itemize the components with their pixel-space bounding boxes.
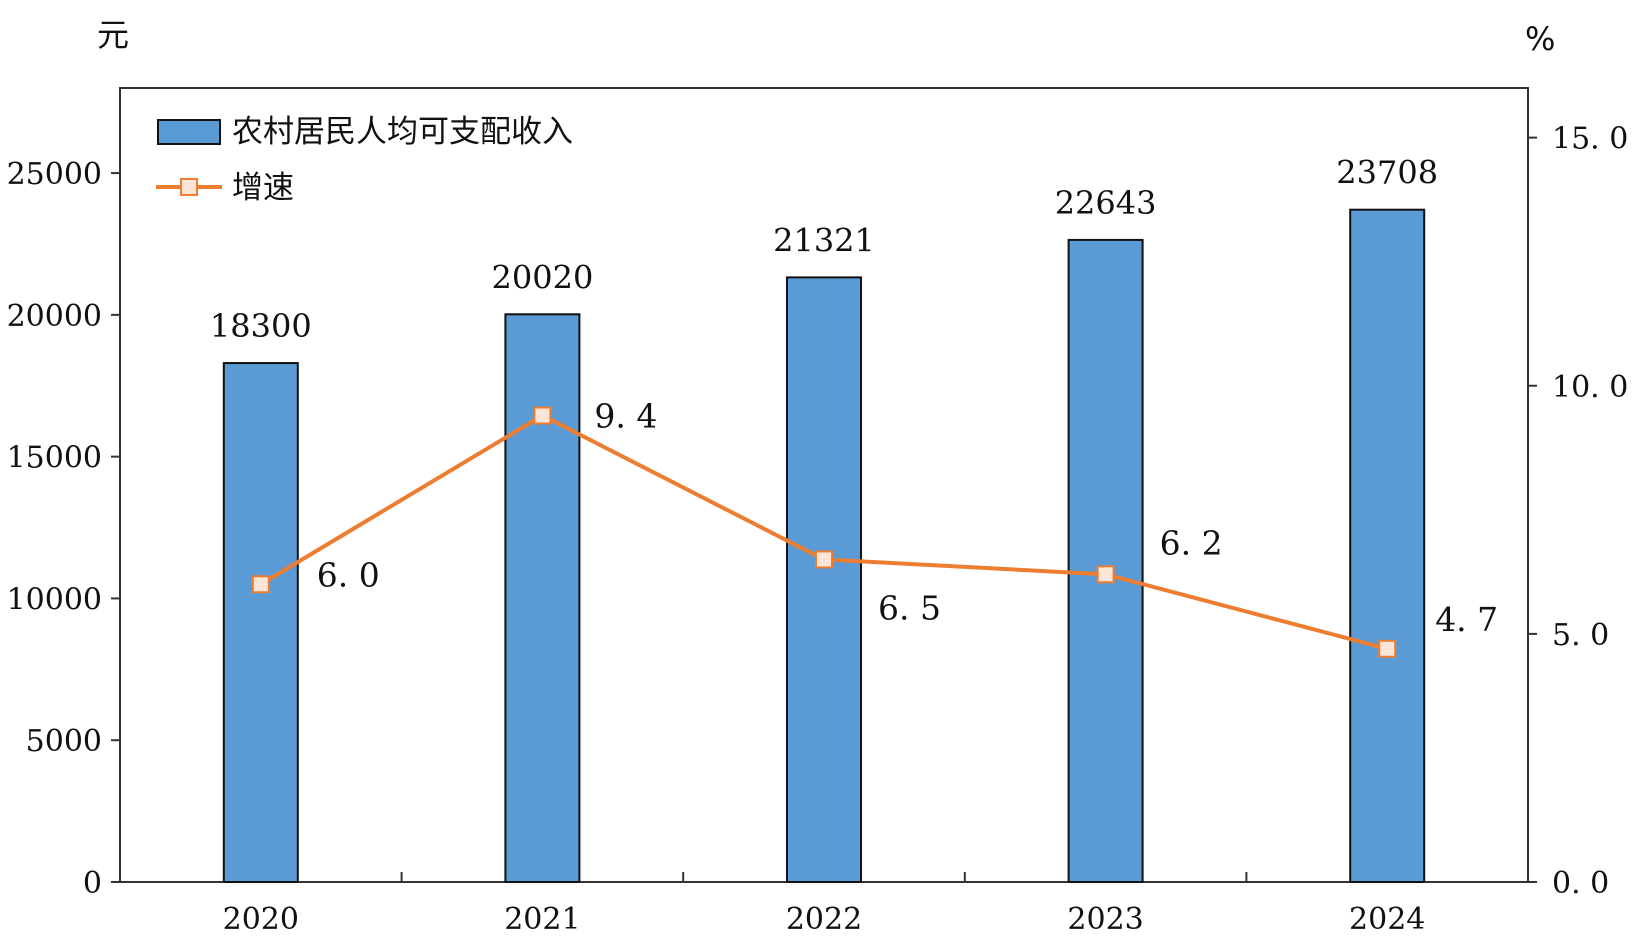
left-axis-tick-label: 15000 bbox=[7, 441, 102, 476]
left-axis: 0 5000 10000 15000 20000 25000 bbox=[7, 157, 120, 901]
legend-bar-label: 农村居民人均可支配收入 bbox=[232, 114, 573, 150]
left-axis-tick-label: 5000 bbox=[26, 724, 102, 759]
x-axis: 2020 2021 2022 2023 2024 bbox=[223, 872, 1425, 937]
bar-value-label: 18300 bbox=[210, 307, 312, 345]
left-axis-tick-label: 25000 bbox=[7, 157, 102, 192]
growth-value-label: 6. 2 bbox=[1160, 523, 1223, 562]
growth-value-label: 9. 4 bbox=[594, 397, 657, 436]
x-axis-tick-label: 2023 bbox=[1067, 902, 1143, 937]
x-axis-tick-label: 2020 bbox=[223, 902, 299, 937]
bar bbox=[504, 313, 581, 884]
bar bbox=[1067, 238, 1144, 883]
right-axis: 0. 0 5. 0 10. 0 15. 0 bbox=[1528, 122, 1628, 901]
right-axis-tick-label: 10. 0 bbox=[1552, 370, 1628, 405]
right-axis-tick-label: 0. 0 bbox=[1552, 866, 1609, 901]
left-axis-unit: 元 bbox=[97, 16, 129, 54]
x-axis-tick-label: 2022 bbox=[786, 902, 862, 937]
right-axis-tick-label: 15. 0 bbox=[1552, 122, 1628, 157]
right-axis-unit: % bbox=[1525, 20, 1555, 58]
line-series: 6. 0 9. 4 6. 5 6. 2 4. 7 bbox=[251, 397, 1498, 658]
bar bbox=[222, 362, 299, 884]
bar-series: 18300 20020 21321 22643 23708 bbox=[210, 154, 1438, 884]
right-axis-tick-label: 5. 0 bbox=[1552, 618, 1609, 653]
bar bbox=[1349, 208, 1426, 883]
legend-line-marker bbox=[180, 178, 198, 196]
bar-value-label: 20020 bbox=[492, 258, 594, 296]
growth-marker bbox=[251, 575, 270, 594]
bar-value-label: 22643 bbox=[1055, 184, 1157, 222]
growth-value-label: 6. 5 bbox=[878, 588, 941, 627]
bar-value-label: 23708 bbox=[1336, 154, 1438, 192]
growth-value-label: 6. 0 bbox=[317, 555, 380, 594]
left-axis-tick-label: 10000 bbox=[7, 582, 102, 617]
legend-line-label: 增速 bbox=[232, 170, 294, 206]
bar bbox=[786, 276, 862, 884]
bar-value-label: 21321 bbox=[773, 221, 875, 259]
left-axis-tick-label: 20000 bbox=[7, 299, 102, 334]
legend: 农村居民人均可支配收入 增速 bbox=[156, 114, 573, 206]
growth-marker bbox=[1096, 565, 1115, 584]
growth-marker bbox=[815, 550, 833, 569]
x-axis-tick-label: 2021 bbox=[504, 902, 580, 937]
legend-bar-swatch bbox=[157, 119, 221, 145]
growth-marker bbox=[533, 406, 552, 425]
growth-marker bbox=[1378, 639, 1397, 658]
growth-value-label: 4. 7 bbox=[1435, 600, 1498, 639]
x-axis-tick-label: 2024 bbox=[1349, 902, 1425, 937]
left-axis-tick-label: 0 bbox=[83, 866, 102, 901]
